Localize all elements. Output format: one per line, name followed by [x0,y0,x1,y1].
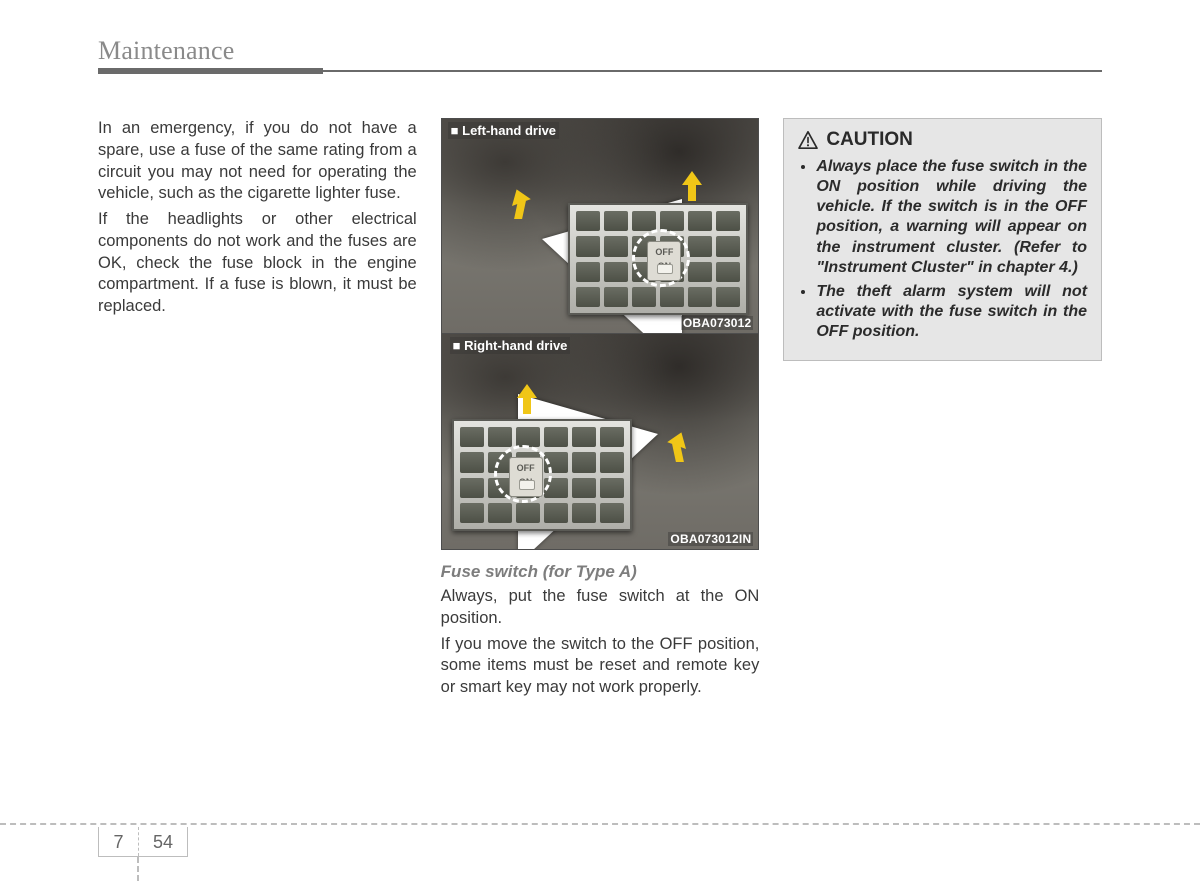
arrow-icon [510,191,532,219]
warning-icon [798,131,818,149]
body-paragraph: If the headlights or other electrical co… [98,209,417,318]
right-column: CAUTION Always place the fuse switch in … [783,118,1102,703]
figure-left-hand-drive: OFF ON ■ Left-hand drive OBA073012 [441,118,760,334]
arrow-up-icon [519,384,535,414]
middle-column: OFF ON ■ Left-hand drive OBA073012 [441,118,760,703]
switch-off-label: OFF [648,242,680,259]
fusebox-illustration: OFF ON [568,203,748,315]
page-footer: 7 54 [0,823,1200,825]
fusebox-illustration: OFF ON [452,419,632,531]
section-title: Maintenance [98,36,1102,66]
page-number: 54 [139,827,187,856]
arrow-icon [666,434,688,462]
caution-item: Always place the fuse switch in the ON p… [816,157,1087,278]
body-paragraph: Always, put the fuse switch at the ON po… [441,586,760,630]
page-number-box: 7 54 [98,827,188,857]
arrow-up-icon [684,171,700,201]
figure-right-hand-drive: OFF ON ■ Right-hand drive OBA073012IN [441,334,760,550]
left-column: In an emergency, if you do not have a sp… [98,118,417,703]
figure-label: ■ Left-hand drive [448,122,559,139]
highlight-ring: OFF ON [494,445,552,503]
content-columns: In an emergency, if you do not have a sp… [98,118,1102,703]
caution-title: CAUTION [826,129,913,151]
header-rule [98,68,1102,74]
body-paragraph: In an emergency, if you do not have a sp… [98,118,417,205]
body-paragraph: If you move the switch to the OFF positi… [441,634,760,699]
switch-off-label: OFF [510,458,542,475]
figure-code: OBA073012IN [668,532,753,546]
fuse-switch: OFF ON [509,457,543,497]
caution-box: CAUTION Always place the fuse switch in … [783,118,1102,361]
caution-item: The theft alarm system will not activate… [816,282,1087,342]
figure-subtitle: Fuse switch (for Type A) [441,562,760,582]
highlight-ring: OFF ON [632,229,690,287]
figure-label: ■ Right-hand drive [450,337,571,354]
chapter-number: 7 [99,827,139,856]
figure-code: OBA073012 [681,316,754,330]
figure-stack: OFF ON ■ Left-hand drive OBA073012 [441,118,760,550]
fuse-switch: OFF ON [647,241,681,281]
